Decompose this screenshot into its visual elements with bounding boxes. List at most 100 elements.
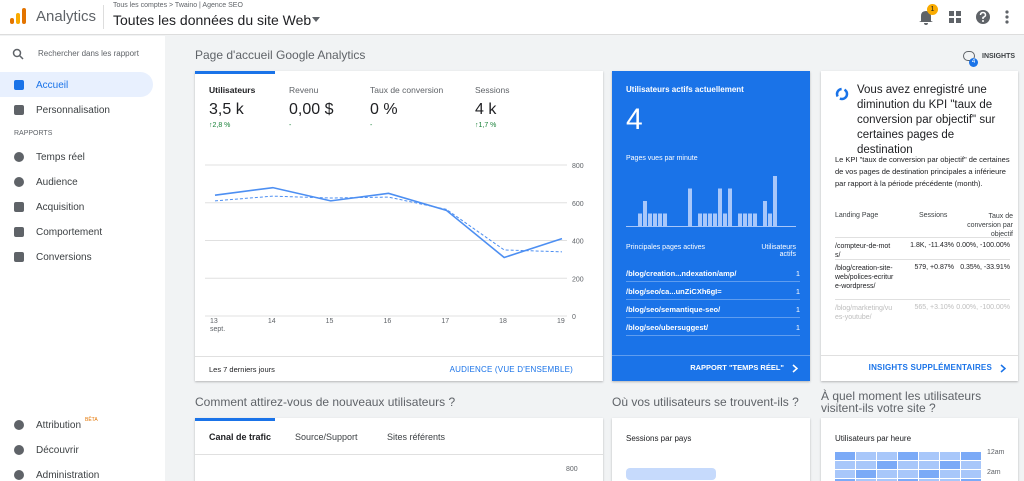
- pageview-bar: [713, 213, 717, 226]
- nav-item[interactable]: Audience: [36, 177, 78, 188]
- heat-cell: [919, 452, 939, 460]
- audience-icon: [14, 177, 24, 187]
- heat-cell: [856, 470, 876, 478]
- divider: [103, 5, 104, 29]
- insights-button[interactable]: INSIGHTS: [982, 53, 1016, 60]
- pageview-bar: [698, 213, 702, 226]
- heat-cell: [856, 461, 876, 469]
- tab[interactable]: Source/Support: [295, 432, 358, 442]
- pageview-bar: [723, 213, 727, 226]
- hour-label: 2am: [987, 469, 1001, 476]
- metric-label: Sessions: [475, 85, 510, 95]
- search-input[interactable]: Rechercher dans les rapport: [38, 49, 139, 58]
- nav-item[interactable]: Comportement: [36, 227, 103, 238]
- heat-cell: [961, 452, 981, 460]
- property-selector[interactable]: Toutes les données du site Web: [113, 12, 312, 28]
- x-tick-label: 19: [557, 318, 565, 325]
- card-title: Utilisateurs par heure: [835, 434, 912, 443]
- nav-item[interactable]: Conversions: [36, 252, 92, 263]
- heat-cell: [877, 470, 897, 478]
- hour-label: 12am: [987, 449, 1005, 456]
- insight-link[interactable]: INSIGHTS SUPPLÉMENTAIRES: [868, 363, 992, 372]
- behavior-icon: [14, 227, 24, 237]
- heat-cell: [961, 461, 981, 469]
- sessions: 565, +3.10%: [914, 304, 954, 311]
- chevron: [1000, 364, 1006, 373]
- app-name: Analytics: [36, 8, 97, 25]
- conversion: 0.35%, -33.91%: [960, 264, 1010, 271]
- y-tick-label: 800: [566, 466, 578, 473]
- sessions: 579, +0.87%: [914, 264, 954, 271]
- chevron: [792, 364, 798, 373]
- audience-link[interactable]: AUDIENCE (VUE D'ENSEMBLE): [449, 365, 573, 374]
- page-path[interactable]: /blog/seo/ubersuggest/: [626, 323, 709, 332]
- pageview-bar: [753, 213, 757, 226]
- discover-icon: [14, 445, 24, 455]
- user-count: 1: [795, 269, 800, 278]
- pageview-bar: [768, 213, 772, 226]
- landing-page: /blog/creation-site-web/polices-ecriture…: [835, 265, 894, 290]
- pageview-bar: [763, 201, 767, 226]
- conversion: 0.00%, -100.00%: [956, 242, 1010, 249]
- heat-cell: [898, 452, 918, 460]
- nav-item[interactable]: Accueil: [36, 80, 69, 91]
- heat-cell: [856, 479, 876, 481]
- geo-card: Sessions par pays: [612, 418, 810, 481]
- pageviews-label: Pages vues par minute: [626, 155, 698, 162]
- line-chart: 0 200 400 600 800: [205, 163, 584, 321]
- realtime-link[interactable]: RAPPORT "TEMPS RÉEL": [690, 363, 784, 372]
- x-tick-label: 16: [383, 318, 392, 325]
- metric-value: 0 %: [370, 101, 398, 118]
- pageviews-chart: [626, 176, 796, 227]
- y-tick-label: 0: [572, 314, 576, 321]
- card-footer: [821, 355, 1018, 381]
- page-path[interactable]: /blog/creation...ndexation/amp/: [626, 269, 737, 278]
- nav-item[interactable]: Personnalisation: [36, 105, 110, 116]
- page-path[interactable]: /blog/seo/semantique-seo/: [626, 305, 721, 314]
- nav-item[interactable]: Acquisition: [36, 202, 85, 213]
- table-row: /blog/creation...ndexation/amp/1: [626, 264, 800, 282]
- heat-cell: [877, 461, 897, 469]
- page-path[interactable]: /blog/seo/ca...unZiCXh6gI=: [626, 287, 722, 296]
- pageview-bar: [773, 176, 777, 226]
- landing-page: /compteur-de-mots/: [835, 243, 891, 259]
- nav-item[interactable]: Temps réel: [36, 152, 85, 163]
- table-header: Sessions: [919, 212, 948, 219]
- attribution-icon: [14, 420, 24, 430]
- divider: [835, 237, 1010, 238]
- nav-item[interactable]: Attribution: [36, 420, 82, 431]
- section-title: Comment attirez-vous de nouveaux utilisa…: [195, 395, 456, 409]
- table-row: /blog/seo/semantique-seo/1: [626, 300, 800, 318]
- realtime-title: Utilisateurs actifs actuellement: [626, 85, 744, 94]
- sidebar: [0, 36, 165, 481]
- insight-card: Vous avez enregistré une diminution du K…: [821, 71, 1018, 381]
- overview-card: Utilisateurs 3,5 k ↑2,8 % Revenu 0,00 $ - Taux…: [195, 71, 603, 381]
- tab[interactable]: Canal de trafic: [209, 432, 272, 442]
- pageview-bar: [703, 213, 707, 226]
- heat-cell: [940, 461, 960, 469]
- nav-item[interactable]: Administration: [36, 470, 100, 481]
- x-tick-label: 17: [441, 318, 450, 325]
- pageview-bar: [708, 213, 712, 226]
- breadcrumb[interactable]: Tous les comptes > Twaino | Agence SEO: [113, 2, 243, 9]
- metric-value: 4 k: [475, 101, 497, 118]
- card-title: Sessions par pays: [626, 434, 692, 443]
- help-icon[interactable]: [975, 9, 991, 25]
- realtime-card: Utilisateurs actifs actuellement 4 Pages…: [612, 71, 810, 381]
- heat-cell: [961, 470, 981, 478]
- pageview-bar: [728, 188, 732, 226]
- insight-title: Vous avez enregistré une diminution du K…: [857, 84, 996, 156]
- pageview-bar: [743, 213, 747, 226]
- apps-icon[interactable]: [948, 10, 962, 24]
- y-tick-label: 800: [572, 163, 584, 170]
- x-tick-label: 14: [267, 318, 276, 325]
- metric-value: 0,00 $: [289, 101, 334, 118]
- more-icon[interactable]: [1004, 9, 1010, 25]
- sessions: 1.8K, -11.43%: [910, 242, 954, 249]
- header: [0, 0, 1024, 35]
- date-range[interactable]: Les 7 derniers jours: [209, 365, 275, 374]
- tab[interactable]: Sites référents: [387, 432, 446, 442]
- divider: [835, 299, 1010, 300]
- nav-item[interactable]: Découvrir: [36, 445, 79, 456]
